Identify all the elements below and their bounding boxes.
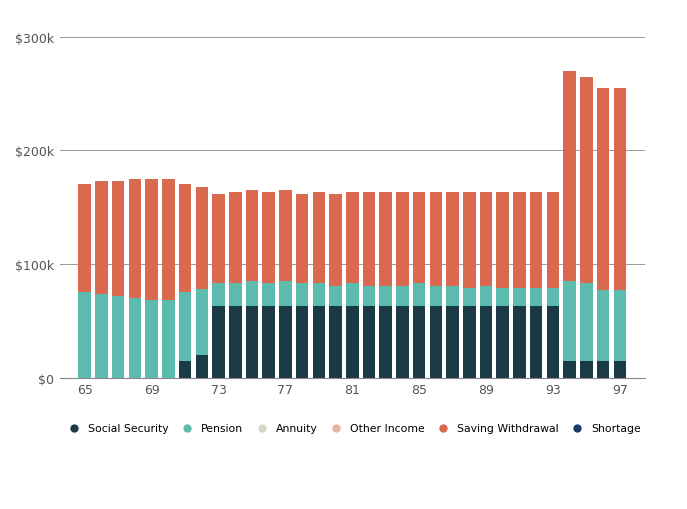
Bar: [246, 191, 258, 281]
Bar: [429, 286, 442, 306]
Bar: [262, 284, 275, 306]
Bar: [497, 306, 509, 378]
Bar: [580, 361, 593, 378]
Bar: [447, 193, 459, 286]
Bar: [563, 281, 576, 361]
Bar: [313, 306, 325, 378]
Bar: [313, 193, 325, 284]
Bar: [196, 187, 208, 290]
Bar: [128, 180, 142, 299]
Bar: [379, 306, 392, 378]
Bar: [229, 193, 242, 284]
Bar: [463, 193, 475, 289]
Bar: [229, 284, 242, 306]
Bar: [413, 193, 425, 284]
Bar: [447, 286, 459, 306]
Bar: [363, 193, 375, 286]
Bar: [613, 291, 626, 361]
Bar: [296, 306, 308, 378]
Bar: [429, 193, 442, 286]
Bar: [429, 306, 442, 378]
Bar: [146, 180, 158, 301]
Bar: [346, 306, 359, 378]
Bar: [597, 291, 609, 361]
Legend: Social Security, Pension, Annuity, Other Income, Saving Withdrawal, Shortage: Social Security, Pension, Annuity, Other…: [59, 419, 646, 438]
Bar: [497, 289, 509, 306]
Bar: [413, 284, 425, 306]
Bar: [112, 182, 124, 296]
Bar: [262, 306, 275, 378]
Bar: [196, 290, 208, 355]
Bar: [530, 306, 543, 378]
Bar: [547, 306, 559, 378]
Bar: [613, 361, 626, 378]
Bar: [530, 193, 543, 289]
Bar: [563, 361, 576, 378]
Bar: [246, 306, 258, 378]
Bar: [547, 193, 559, 289]
Bar: [563, 72, 576, 281]
Bar: [413, 306, 425, 378]
Bar: [346, 193, 359, 284]
Bar: [296, 284, 308, 306]
Bar: [196, 355, 208, 378]
Bar: [329, 194, 342, 286]
Bar: [95, 182, 108, 294]
Bar: [279, 306, 292, 378]
Bar: [396, 286, 409, 306]
Bar: [179, 293, 192, 361]
Bar: [480, 286, 493, 306]
Bar: [78, 185, 91, 293]
Bar: [162, 301, 174, 378]
Bar: [279, 281, 292, 306]
Bar: [179, 185, 192, 293]
Bar: [162, 180, 174, 301]
Bar: [112, 296, 124, 378]
Bar: [128, 299, 142, 378]
Bar: [513, 306, 526, 378]
Bar: [613, 89, 626, 291]
Bar: [547, 289, 559, 306]
Bar: [246, 281, 258, 306]
Bar: [363, 286, 375, 306]
Bar: [396, 306, 409, 378]
Bar: [597, 89, 609, 291]
Bar: [513, 289, 526, 306]
Bar: [212, 284, 225, 306]
Bar: [530, 289, 543, 306]
Bar: [279, 191, 292, 281]
Bar: [363, 306, 375, 378]
Bar: [480, 306, 493, 378]
Bar: [379, 286, 392, 306]
Bar: [480, 193, 493, 286]
Bar: [396, 193, 409, 286]
Bar: [447, 306, 459, 378]
Bar: [95, 294, 108, 378]
Bar: [212, 194, 225, 284]
Bar: [513, 193, 526, 289]
Bar: [78, 293, 91, 378]
Bar: [346, 284, 359, 306]
Bar: [329, 306, 342, 378]
Bar: [463, 306, 475, 378]
Bar: [379, 193, 392, 286]
Bar: [179, 361, 192, 378]
Bar: [229, 306, 242, 378]
Bar: [463, 289, 475, 306]
Bar: [580, 284, 593, 361]
Bar: [146, 301, 158, 378]
Bar: [497, 193, 509, 289]
Bar: [313, 284, 325, 306]
Bar: [262, 193, 275, 284]
Bar: [212, 306, 225, 378]
Bar: [329, 286, 342, 306]
Bar: [597, 361, 609, 378]
Bar: [296, 194, 308, 284]
Bar: [580, 77, 593, 284]
